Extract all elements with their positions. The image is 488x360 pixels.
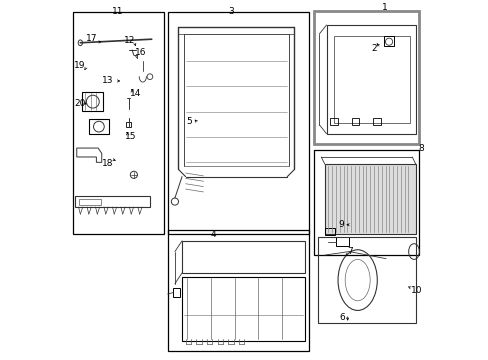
Text: 2: 2 bbox=[370, 44, 376, 53]
Bar bbox=[372, 118, 380, 125]
Text: 16: 16 bbox=[134, 48, 146, 57]
Bar bbox=[167, 230, 308, 351]
Text: 3: 3 bbox=[227, 7, 233, 16]
Bar bbox=[82, 92, 103, 112]
Text: 8: 8 bbox=[417, 144, 423, 153]
Bar bbox=[351, 118, 359, 125]
Text: 13: 13 bbox=[102, 76, 114, 85]
Text: 11: 11 bbox=[112, 7, 123, 16]
Text: 19: 19 bbox=[74, 62, 85, 71]
Polygon shape bbox=[324, 164, 415, 234]
Bar bbox=[126, 122, 130, 127]
Text: 6: 6 bbox=[338, 313, 344, 322]
Text: 20: 20 bbox=[74, 99, 85, 108]
Text: 15: 15 bbox=[125, 132, 137, 141]
Text: 10: 10 bbox=[410, 285, 422, 294]
Bar bbox=[89, 119, 108, 135]
Bar bbox=[329, 118, 337, 125]
Text: 4: 4 bbox=[210, 230, 216, 239]
Bar bbox=[324, 228, 334, 235]
Text: 9: 9 bbox=[338, 220, 344, 229]
Bar bbox=[335, 237, 348, 246]
Text: 12: 12 bbox=[123, 36, 135, 45]
Bar bbox=[313, 150, 419, 255]
Text: 1: 1 bbox=[381, 3, 386, 12]
Text: 17: 17 bbox=[86, 34, 98, 43]
Bar bbox=[313, 11, 419, 144]
Bar bbox=[183, 34, 288, 166]
Bar bbox=[167, 13, 308, 234]
Bar bbox=[79, 199, 101, 205]
Bar bbox=[182, 276, 305, 341]
Bar bbox=[173, 288, 179, 297]
Text: 7: 7 bbox=[346, 247, 352, 256]
Bar bbox=[73, 13, 164, 234]
Text: 14: 14 bbox=[130, 89, 141, 98]
Text: 5: 5 bbox=[186, 117, 192, 126]
Text: 18: 18 bbox=[102, 159, 114, 168]
Bar bbox=[383, 36, 394, 46]
